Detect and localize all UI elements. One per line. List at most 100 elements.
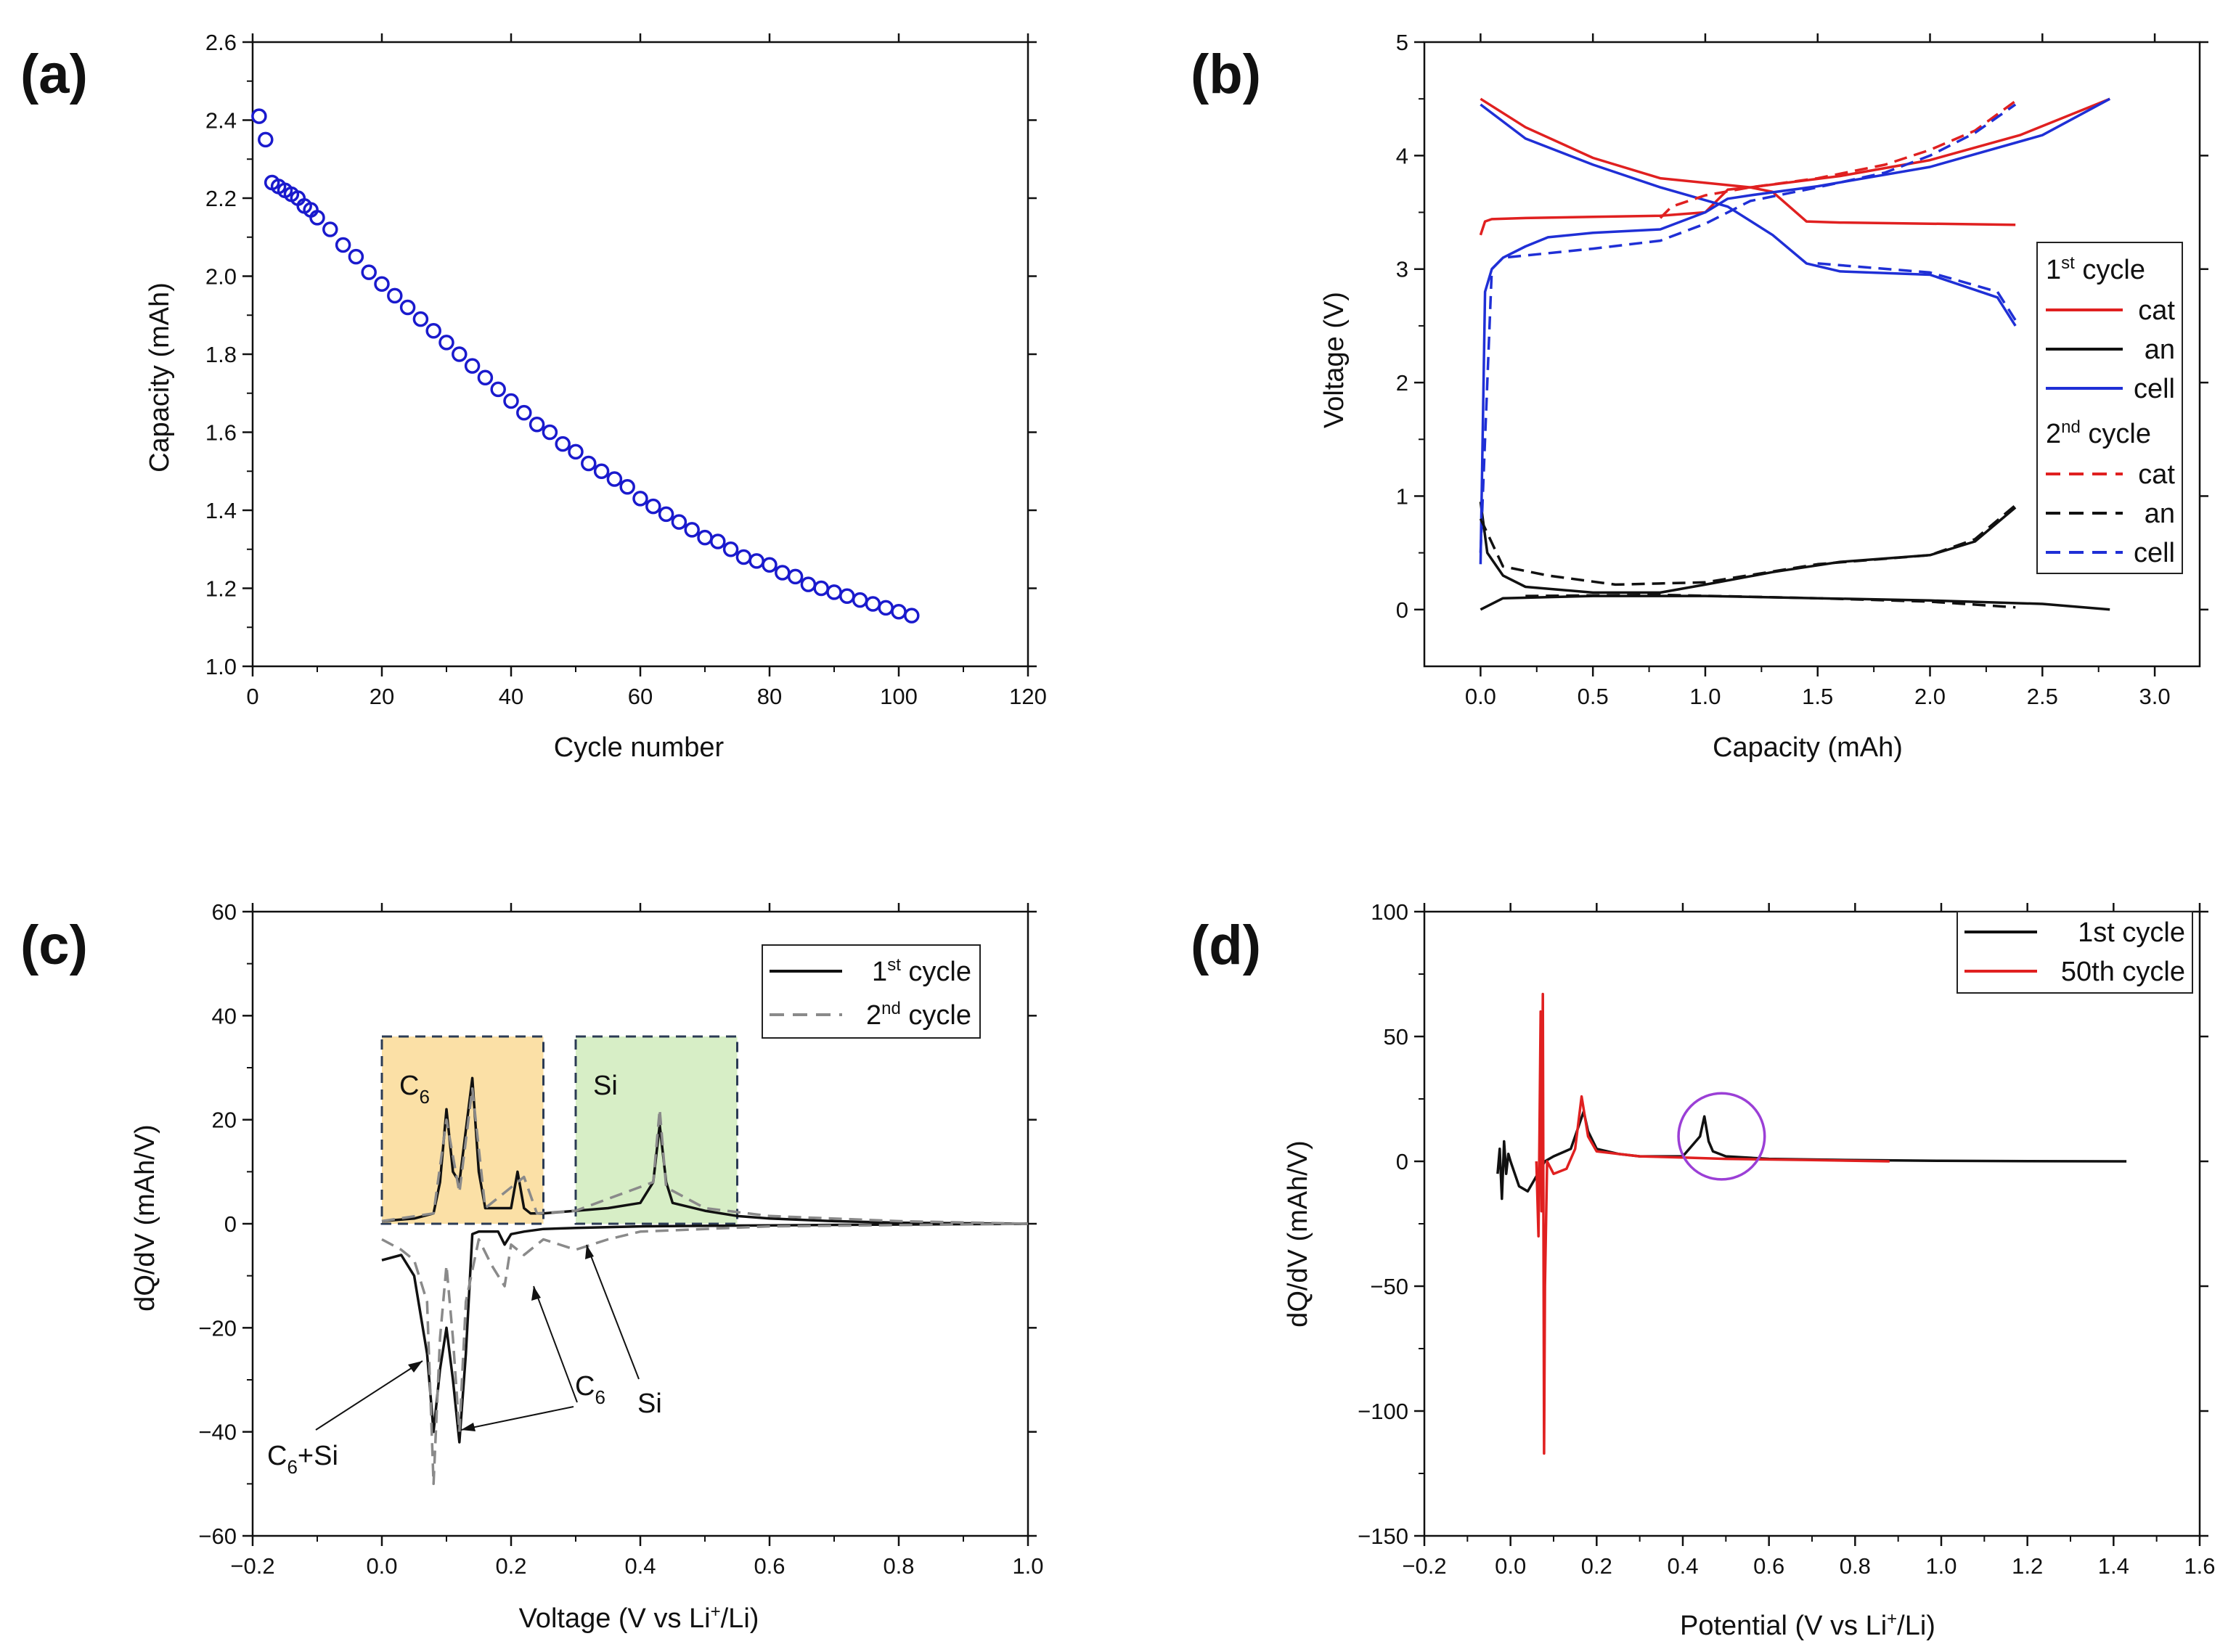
data-point [490,381,506,398]
x-tick-label: 0.2 [1581,1553,1612,1579]
x-tick-label: 2.0 [1914,684,1946,709]
x-tick-label: 1.0 [1689,684,1721,709]
annotation-arrow-c6-a [533,1285,578,1403]
series-line-cell-2nd-discharge [1817,262,2017,322]
series-line-cat-1st-discharge [1480,97,2110,189]
highlight-region-0 [380,1035,544,1225]
y-tick-label: 1.0 [205,654,237,679]
x-tick-label: 0.6 [754,1553,785,1579]
data-point [722,541,739,557]
x-tick-label: 60 [628,684,653,709]
data-point [374,276,390,292]
panel-a-label: (a) [20,44,88,105]
x-tick-label: 1.4 [2098,1553,2129,1579]
y-tick-label: 3 [1396,257,1408,282]
x-tick-label: 80 [757,684,782,709]
panel-b-xlabel: Capacity (mAh) [1713,732,1903,763]
data-point [387,287,403,304]
legend-label-2nd: 2nd cycle [866,999,971,1031]
data-point [787,568,804,585]
data-point [452,346,468,362]
y-tick-label: 1.6 [205,420,237,446]
x-tick-label: 1.2 [2012,1553,2043,1579]
data-point [568,443,584,460]
x-tick-label: 0.8 [883,1553,914,1579]
legend-label-1st: 1st cycle [872,955,971,987]
x-tick-label: 120 [1009,684,1047,709]
plot-c: C6 Si −0.2 0.0 0.2 0.4 0.6 0.8 1.0 −60 −40 −20 0 20 40… [198,899,1043,1579]
panel-c-annotations: C6+Si C6 Si [267,1244,662,1478]
legend-box [2036,242,2183,574]
data-point [542,424,558,441]
plot-d: −0.2 0.0 0.2 0.4 0.6 0.8 1.0 1.2 1.4 1.6 −150 −100 −… [1358,899,2215,1579]
x-tick-label: −0.2 [230,1553,274,1579]
data-point [606,471,623,487]
y-tick-label: 100 [1371,899,1408,925]
panel-b-ylabel: Voltage (V) [1319,292,1350,428]
data-point [503,393,519,409]
y-tick-label: 0 [224,1211,237,1237]
data-point [258,131,274,148]
legend-label-cell-2: cell [2134,538,2175,568]
panel-a-ylabel: Capacity (mAh) [144,282,175,473]
legend-label-an-1: an [2145,335,2175,365]
legend-label-1st-cycle: 1st cycle [2078,917,2185,948]
series-line-1st-cycle-lithiation [381,1222,1029,1444]
data-point [516,404,532,421]
legend-label-an-2: an [2145,499,2175,529]
plot-a: 0 20 40 60 80 100 120 1.0 1.2 1.4 1.6 1.8 2.0 2.2 2.4 2… [205,30,1047,709]
y-tick-label: −150 [1358,1524,1408,1549]
panel-d-ylabel: dQ/dV (mAh/V) [1283,1140,1313,1328]
series-line-cell-1st-discharge [1480,103,2017,327]
data-point [438,335,454,351]
data-point [671,514,687,530]
data-point [322,221,338,237]
x-tick-label: 0.2 [495,1553,526,1579]
annotation-c6: C6 [575,1371,605,1408]
series-line-cat-2nd-charge [1659,99,2017,219]
plot-frame [1423,41,2201,668]
panel-d-label: (d) [1191,915,1261,976]
series-line-an-2nd-delithiation [1479,504,2017,586]
y-tick-label: 2.4 [205,108,237,134]
data-point [658,506,674,523]
y-tick-label: 1 [1396,483,1408,509]
data-point [619,479,635,495]
data-point [684,522,700,538]
plot-b: 0.0 0.5 1.0 1.5 2.0 2.5 3.0 0 1 2 3 4 5 [1396,30,2208,709]
highlight-region-label-1: Si [593,1071,618,1101]
highlight-region-1 [574,1035,738,1225]
y-tick-label: 50 [1384,1024,1408,1050]
panel-c-legend: 1st cycle 2nd cycle [762,944,981,1039]
y-tick-label: 20 [212,1108,237,1133]
x-tick-label: 0.0 [1465,684,1496,709]
y-tick-label: 5 [1396,30,1408,55]
data-point [399,299,416,316]
highlight-region-label-0: C6 [399,1071,430,1108]
annotation-arrow-c6-b [460,1406,574,1431]
x-tick-label: 2.5 [2027,684,2058,709]
y-tick-label: 40 [212,1003,237,1029]
panel-c-ylabel: dQ/dV (mAh/V) [130,1124,160,1312]
data-point [710,533,726,549]
y-tick-label: 2.0 [205,264,237,290]
panel-c-xlabel: Voltage (V vs Li+/Li) [519,1602,759,1634]
y-tick-label: −20 [198,1315,237,1341]
x-tick-label: 0.5 [1578,684,1609,709]
x-tick-label: 0.4 [624,1553,656,1579]
data-point [555,436,571,452]
x-tick-label: 0.0 [1495,1553,1526,1579]
annotation-arrow-c6si [315,1360,423,1431]
data-point [762,557,778,573]
x-tick-label: 1.5 [1802,684,1833,709]
annotation-arrow-si [586,1244,640,1380]
panel-a: (a) 0 20 40 60 80 100 120 1.0 1.2 1.4 1.6 1.8 2.0 2.2… [20,30,1047,763]
y-tick-label: 1.8 [205,342,237,367]
series-line-2nd-cycle-delithiation [381,1087,1029,1225]
x-tick-label: 100 [880,684,918,709]
x-tick-label: 0.4 [1667,1553,1698,1579]
x-tick-label: 0.6 [1753,1553,1784,1579]
y-tick-label: −50 [1370,1274,1408,1299]
data-point [581,455,597,472]
